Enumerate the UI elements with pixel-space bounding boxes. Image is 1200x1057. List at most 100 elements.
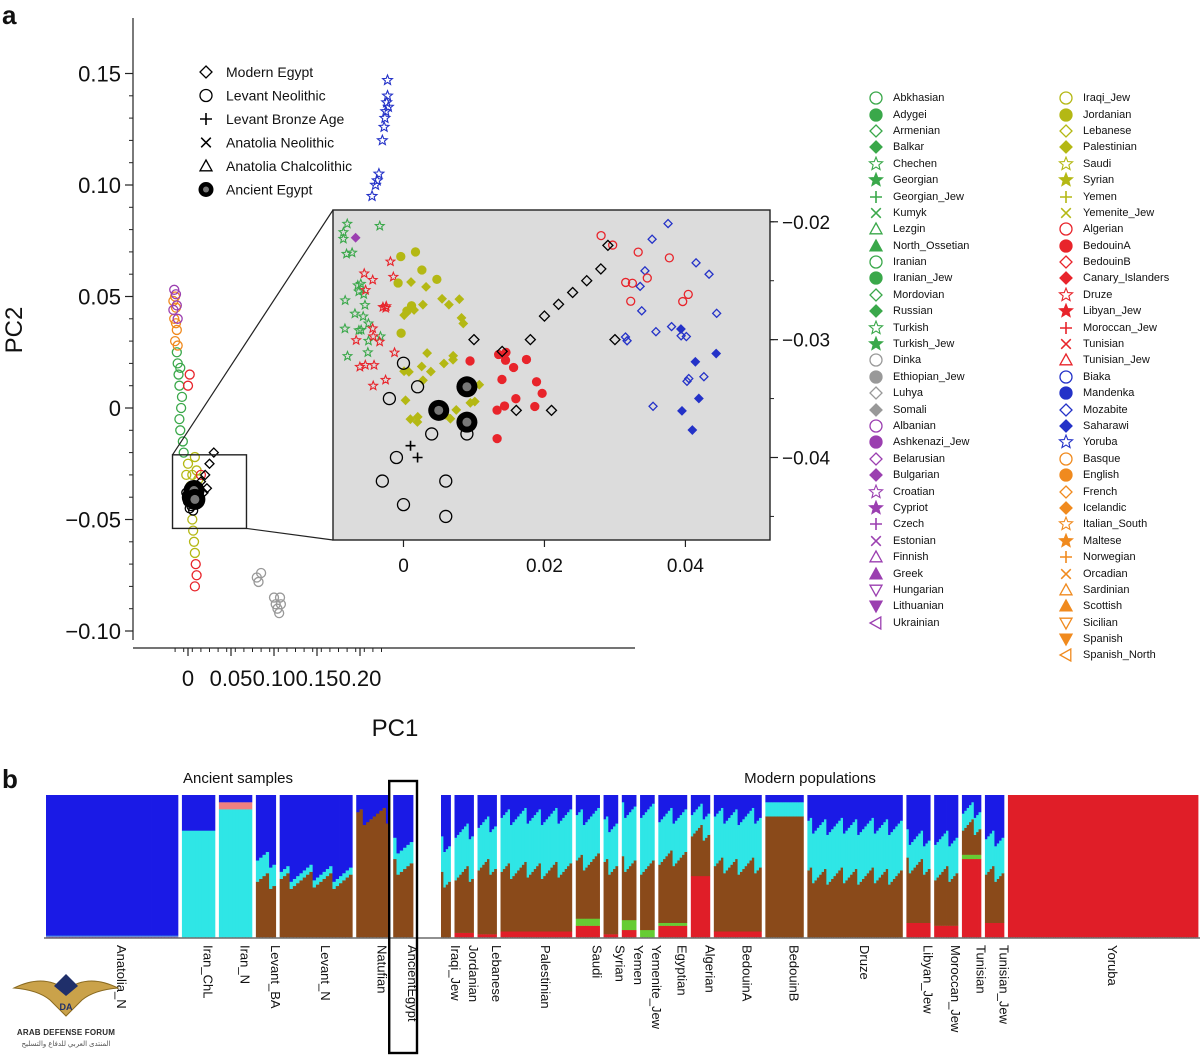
admixture-bar-segment [500,795,504,818]
admixture-bar-segment [895,826,899,877]
admixture-bar-segment [487,795,490,817]
population-marker-icon [1060,190,1072,203]
admixture-bar-segment [871,795,875,818]
admixture-bar-segment [695,875,699,938]
admixture-bar-segment [514,931,518,938]
y-tick-label: 0.10 [78,173,121,198]
inset-data-point [508,362,519,373]
inset-data-point-shape [448,350,459,361]
admixture-bar-segment [128,935,133,937]
admixture-bar-segment [222,802,226,810]
marker-legend-symbol [198,158,214,172]
inset-levant-bronze-point-shape [412,452,423,463]
population-legend-item: Italian_South [1055,516,1169,532]
admixture-bar-segment [796,795,800,803]
inset-data-point-shape [626,296,636,306]
admixture-bar-segment [751,795,755,808]
admixture-bar-segment [1007,795,1011,938]
admixture-bar-segment [621,929,625,938]
population-legend-item: Lebanese [1055,123,1169,139]
admixture-bar-segment [594,795,598,811]
inset-data-point-shape [596,230,606,241]
inset-data-point-shape [465,356,475,366]
admixture-bar-segment [973,795,977,818]
admixture-bar-segment [1050,795,1054,938]
inset-x-tick-label: 0.04 [667,556,704,577]
population-marker-icon [1059,484,1073,499]
admixture-bar-segment [174,795,179,936]
inset-data-point-shape [340,247,353,259]
admixture-bar-segment [864,826,868,877]
admixture-bar-segment [325,868,330,877]
inset-data-point [406,277,416,287]
legend-marker-shape [1059,107,1073,122]
admixture-bar-segment [1010,795,1014,938]
population-marker-icon [1059,452,1073,466]
admixture-bar-segment [791,795,795,803]
admixture-bar-segment [628,919,632,931]
inset-data-point [443,299,454,310]
admixture-bar-segment [144,935,149,937]
inset-data-point [693,393,704,404]
legend-marker-shape-shape [1059,370,1073,384]
admixture-bar-segment [125,795,129,936]
admixture-bar-segment [52,795,57,936]
admixture-bar-segment [454,795,458,838]
admixture-bar-segment [621,919,625,931]
admixture-bar-segment [754,795,757,824]
admixture-bar-segment [969,854,972,860]
admixture-bar-segment [403,868,407,938]
admixture-bar-segment [779,816,783,938]
admixture-bar-segment [890,881,894,938]
admixture-bar-segment [969,795,972,806]
legend-marker-shape-shape [1060,321,1072,334]
population-legend-label: Basque [1083,452,1121,465]
admixture-bar-segment [869,795,872,821]
legend-marker-shape-shape [1058,353,1074,366]
admixture-bar-segment [798,816,802,938]
population-marker-icon [868,600,884,614]
admixture-bar-segment [840,817,844,868]
legend-marker-shape-shape [1059,468,1073,482]
legend-marker-shape-shape [869,304,883,319]
admixture-bar-segment [569,863,573,932]
admixture-bar-segment [519,813,523,868]
admixture-bar-segment [621,795,625,803]
legend-marker-shape [869,124,883,138]
inset-data-point [337,232,350,244]
data-point-shape [170,289,182,300]
admixture-bar-segment [529,820,532,875]
admixture-bar-segment [996,795,1000,844]
admixture-bar-segment [994,881,998,923]
admixture-bar-segment [531,931,535,938]
inset-levant-bronze-point [412,452,423,463]
population-legend-item: Cypriot [865,499,969,516]
inset-data-point-shape [359,284,372,296]
population-legend-item: Iraqi_Jew [1055,90,1169,106]
legend-marker-shape [868,499,884,515]
admixture-bar-segment [272,864,277,887]
admixture-bar-segment [716,813,719,864]
population-marker-icon [868,483,884,499]
admixture-bar-segment [564,795,568,816]
admixture-bar-segment [569,809,573,864]
admixture-bar-segment [774,795,778,803]
admixture-bar-segment [793,802,797,817]
admixture-bar-segment [393,837,397,860]
admixture-bar-segment [362,824,367,938]
admixture-group-label: Syrian [613,945,628,982]
admixture-bar-segment [456,834,460,878]
admixture-bar-segment [647,795,650,810]
admixture-bar-segment [594,918,598,926]
admixture-bar-segment [906,829,910,858]
admixture-bar-segment [747,863,750,932]
admixture-bar-segment [487,816,490,860]
admixture-group-label: Palestinian [538,945,553,1009]
admixture-bar-segment [409,863,414,938]
admixture-bar-segment [441,836,444,872]
legend-marker-shape [869,91,883,105]
data-point [177,436,188,447]
admixture-bar-segment [468,795,472,840]
admixture-bar-segment [292,795,297,879]
admixture-bar-segment [918,861,922,923]
